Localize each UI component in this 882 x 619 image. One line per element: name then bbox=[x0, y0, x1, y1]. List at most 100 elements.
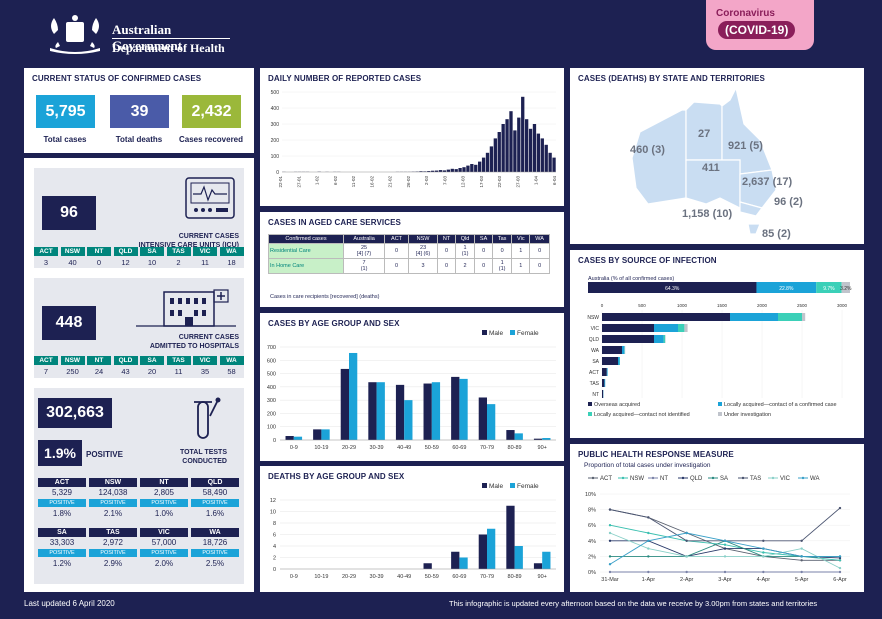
daily-ytick: 100 bbox=[271, 154, 280, 160]
source-legend-swatch-0 bbox=[588, 402, 592, 406]
tests-state-nt: NT bbox=[140, 478, 188, 487]
tests-pos-label-act: POSITIVE bbox=[38, 499, 86, 507]
ph-xtick: 2-Apr bbox=[680, 577, 694, 583]
daily-bar bbox=[505, 119, 509, 172]
icu-value-nsw: 40 bbox=[68, 258, 77, 267]
age-chart: 0 100 200 300 400 500 600 700 0-9 10-19 20-29 30-39… bbox=[267, 330, 556, 451]
aged-header-3: NSW bbox=[407, 234, 439, 244]
icu-state-qld: QLD bbox=[113, 247, 138, 256]
age-xtick: 70-79 bbox=[480, 445, 494, 451]
age-xtick: 40-49 bbox=[397, 445, 411, 451]
ph-ytick: 4% bbox=[588, 539, 596, 545]
daily-ytick: 200 bbox=[271, 138, 280, 144]
age-ytick: 700 bbox=[267, 345, 276, 351]
source-bar-sa-1 bbox=[618, 357, 620, 365]
source-xtick: 1500 bbox=[717, 303, 728, 308]
ph-line-vic bbox=[609, 532, 841, 569]
source-panel: CASES BY SOURCE OF INFECTION Australia (… bbox=[570, 250, 864, 438]
source-bar-sa-0 bbox=[602, 357, 618, 365]
ph-point-vic bbox=[685, 555, 688, 558]
tests-label-1: TOTAL TESTS bbox=[179, 449, 227, 456]
daily-bar bbox=[521, 96, 525, 172]
daily-bar bbox=[478, 161, 482, 172]
ph-point-wa bbox=[723, 539, 727, 542]
age-xtick: 20-29 bbox=[342, 445, 356, 451]
ph-point-tas bbox=[762, 539, 765, 542]
daily-bar bbox=[442, 170, 447, 172]
age-legend-swatch-1 bbox=[510, 330, 515, 335]
source-bar-nsw-3 bbox=[802, 313, 806, 321]
source-ytick: QLD bbox=[589, 337, 600, 343]
tests-pct-tas: 2.9% bbox=[103, 559, 123, 568]
hospital-state-qld: QLD bbox=[113, 356, 138, 365]
age-bar-female bbox=[376, 382, 385, 440]
aged-header-0: Confirmed cases bbox=[268, 234, 344, 244]
age-xtick: 80-89 bbox=[508, 445, 522, 451]
daily-bar bbox=[532, 124, 537, 172]
tests-value: 302,663 bbox=[38, 398, 112, 428]
icu-label-2: INTENSIVE CARE UNITS (ICU) bbox=[138, 242, 239, 249]
map-vic bbox=[739, 201, 764, 217]
tests-state-qld: QLD bbox=[191, 478, 239, 487]
tests-pos-label-nsw: POSITIVE bbox=[89, 499, 137, 507]
ph-point-tas bbox=[608, 508, 612, 511]
age-title: CASES BY AGE GROUP AND SEX bbox=[268, 319, 400, 328]
daily-bar bbox=[434, 170, 439, 172]
aged-cell-0-8: 0 bbox=[529, 243, 550, 259]
source-ytick: ACT bbox=[589, 370, 599, 376]
ph-legend-0: ACT bbox=[600, 476, 612, 482]
icu-value-act: 3 bbox=[43, 258, 49, 267]
hospital-state-nt: NT bbox=[87, 356, 111, 365]
ph-legend-dot-1 bbox=[621, 476, 625, 480]
daily-bar bbox=[419, 171, 423, 172]
ph-point-vic bbox=[608, 531, 612, 535]
daily-xtick: 1-02 bbox=[315, 176, 320, 186]
aged-note: Cases in care recipients [recovered] (de… bbox=[270, 294, 380, 300]
ph-legend-dot-2 bbox=[651, 476, 655, 480]
source-bar-nsw-1 bbox=[730, 313, 778, 321]
map-label-tas: 85 (2) bbox=[762, 228, 791, 240]
tests-pct-act: 1.8% bbox=[52, 509, 72, 518]
deaths-xtick: 90+ bbox=[538, 574, 547, 580]
tests-count-nsw: 124,038 bbox=[98, 488, 128, 497]
daily-bar bbox=[454, 169, 458, 172]
ph-point-nt bbox=[608, 570, 612, 574]
hospital-value: 448 bbox=[42, 306, 96, 340]
daily-xtick: 27-03 bbox=[515, 176, 520, 188]
ph-legend-dot-7 bbox=[801, 476, 805, 480]
daily-bar bbox=[528, 128, 533, 172]
age-bar-male bbox=[340, 368, 349, 440]
hospital-value-nt: 24 bbox=[94, 367, 104, 376]
daily-xtick: 1-04 bbox=[534, 176, 539, 186]
deaths-chart: 0 2 4 6 8 10 12 0-9 10-19 20-29 30-39 40-49 50-59 60-… bbox=[270, 483, 556, 580]
tests-count-qld: 58,490 bbox=[202, 488, 228, 497]
ph-point-vic bbox=[800, 547, 803, 550]
tests-label: TOTAL TESTS CONDUCTED bbox=[124, 448, 227, 466]
tests-count-sa: 33,303 bbox=[49, 538, 75, 547]
daily-title: DAILY NUMBER OF REPORTED CASES bbox=[268, 74, 422, 83]
tests-pct-nt: 1.0% bbox=[154, 509, 174, 518]
daily-xtick: 2-03 bbox=[424, 176, 429, 186]
source-ytick: VIC bbox=[591, 326, 600, 332]
map-label-vic: 1,158 (10) bbox=[682, 208, 733, 220]
source-bar-vic-0 bbox=[602, 324, 654, 332]
ph-point-nt bbox=[723, 570, 727, 574]
ph-point-tas bbox=[800, 539, 803, 542]
covid-name: (COVID-19) bbox=[718, 21, 796, 39]
daily-xtick: 6-02 bbox=[333, 176, 338, 186]
age-ytick: 100 bbox=[267, 425, 276, 431]
tests-pos-label-tas: POSITIVE bbox=[89, 549, 137, 557]
icu-state-nsw: NSW bbox=[60, 247, 85, 256]
capacity-panel: 96 CURRENT CASES INTENSIVE CARE UNITS (I… bbox=[24, 158, 254, 592]
government-logo: Australian Government Department of Heal… bbox=[44, 12, 244, 58]
deaths-ytick: 4 bbox=[273, 544, 276, 550]
age-ytick: 200 bbox=[267, 411, 276, 417]
daily-xtick: 6-04 bbox=[552, 176, 557, 186]
source-bar-wa-0 bbox=[602, 346, 622, 354]
aged-cell-1-3: 0 bbox=[437, 258, 456, 274]
deaths-ytick: 0 bbox=[273, 567, 276, 573]
aged-cell-0-4: 1 (1) bbox=[454, 243, 476, 259]
source-total-pct-2: 9.7% bbox=[823, 286, 835, 292]
aged-header-8: Vic bbox=[511, 234, 531, 244]
deaths-xtick: 10-19 bbox=[314, 574, 328, 580]
